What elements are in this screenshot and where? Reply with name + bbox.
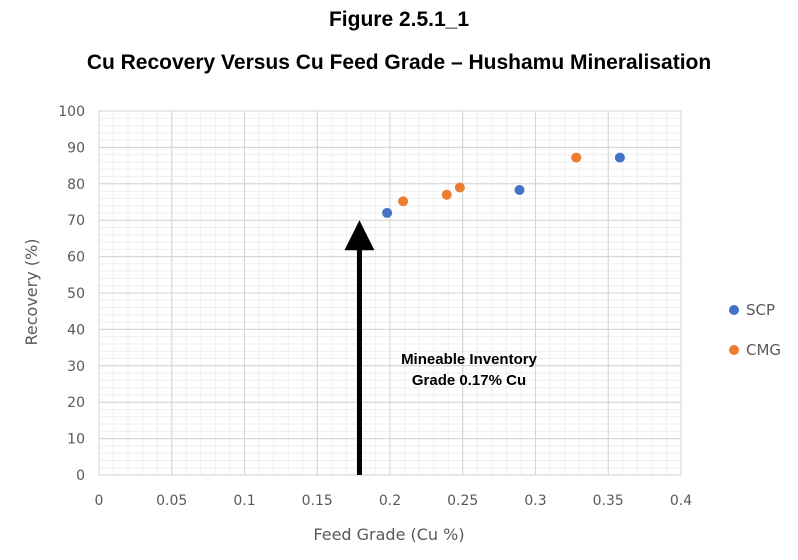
legend: SCP CMG <box>729 301 781 359</box>
annotation-arrow <box>344 220 375 475</box>
x-tick-label: 0.35 <box>593 493 624 509</box>
legend-marker-scp <box>729 305 739 315</box>
figure-label: Figure 2.5.1_1 <box>328 8 470 31</box>
x-axis-title: Feed Grade (Cu %) <box>313 525 464 544</box>
data-points <box>382 152 625 218</box>
y-tick-label: 0 <box>76 468 85 484</box>
data-point-cmg <box>441 189 452 200</box>
data-point-cmg <box>398 196 409 207</box>
x-tick-label: 0 <box>95 493 104 509</box>
y-tick-label: 70 <box>67 213 85 229</box>
y-tick-label: 30 <box>67 359 85 375</box>
data-point-scp <box>382 207 393 218</box>
legend-label-cmg: CMG <box>746 341 781 359</box>
legend-label-scp: SCP <box>746 301 775 319</box>
annotation-line-2: Grade 0.17% Cu <box>412 372 526 389</box>
y-tick-label: 100 <box>58 104 85 120</box>
chart-title: Cu Recovery Versus Cu Feed Grade – Husha… <box>86 51 712 74</box>
x-tick-label: 0.05 <box>156 493 187 509</box>
y-tick-label: 60 <box>67 250 85 266</box>
data-point-cmg <box>454 182 465 193</box>
y-tick-label: 50 <box>67 286 85 302</box>
x-tick-labels: 0 0.05 0.1 0.15 0.2 0.25 0.3 0.35 0.4 <box>95 493 693 509</box>
x-tick-label: 0.2 <box>379 493 401 509</box>
y-tick-label: 90 <box>67 140 85 156</box>
y-axis-title: Recovery (%) <box>22 239 41 346</box>
y-tick-label: 40 <box>67 322 85 338</box>
arrow-head <box>344 220 375 251</box>
y-tick-label: 20 <box>67 395 85 411</box>
x-tick-label: 0.15 <box>302 493 333 509</box>
y-tick-label: 80 <box>67 177 85 193</box>
data-point-cmg <box>571 152 582 163</box>
y-tick-labels: 0 10 20 30 40 50 60 70 80 90 100 <box>58 104 85 484</box>
x-tick-label: 0.1 <box>233 493 255 509</box>
x-tick-label: 0.3 <box>524 493 546 509</box>
annotation-line-1: Mineable Inventory <box>401 351 538 368</box>
x-tick-label: 0.25 <box>447 493 478 509</box>
x-tick-label: 0.4 <box>670 493 692 509</box>
legend-marker-cmg <box>729 345 739 355</box>
data-point-scp <box>514 184 525 195</box>
major-gridlines <box>98 110 682 476</box>
y-tick-label: 10 <box>67 432 85 448</box>
data-point-scp <box>614 152 625 163</box>
